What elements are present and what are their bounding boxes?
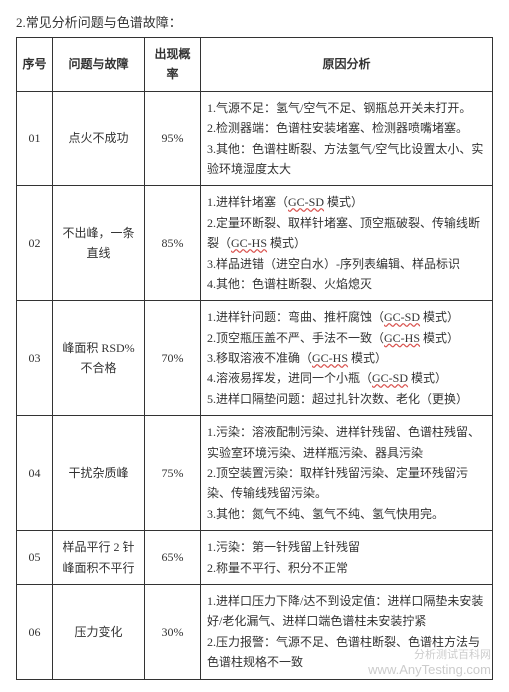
- cell-analysis: 1.进样针问题：弯曲、推杆腐蚀（GC-SD 模式）2.顶空瓶压盖不严、手法不一致…: [201, 301, 493, 416]
- cell-probability: 65%: [145, 531, 201, 585]
- cell-seq: 04: [17, 416, 53, 531]
- cell-probability: 30%: [145, 584, 201, 679]
- cell-problem: 不出峰，一条直线: [53, 186, 145, 301]
- cell-problem: 峰面积 RSD%不合格: [53, 301, 145, 416]
- cell-seq: 03: [17, 301, 53, 416]
- table-row: 02不出峰，一条直线85%1.进样针堵塞（GC-SD 模式）2.定量环断裂、取样…: [17, 186, 493, 301]
- cell-seq: 01: [17, 91, 53, 186]
- table-row: 06压力变化30%1.进样口压力下降/达不到设定值：进样口隔垫未安装好/老化漏气…: [17, 584, 493, 679]
- table-row: 01点火不成功95%1.气源不足：氢气/空气不足、钢瓶总开关未打开。2.检测器端…: [17, 91, 493, 186]
- cell-analysis: 1.进样针堵塞（GC-SD 模式）2.定量环断裂、取样针堵塞、顶空瓶破裂、传输线…: [201, 186, 493, 301]
- table-header-row: 序号 问题与故障 出现概率 原因分析: [17, 38, 493, 92]
- cell-probability: 85%: [145, 186, 201, 301]
- header-probability: 出现概率: [145, 38, 201, 92]
- cell-seq: 02: [17, 186, 53, 301]
- table-row: 04干扰杂质峰75%1.污染：溶液配制污染、进样针残留、色谱柱残留、实验室环境污…: [17, 416, 493, 531]
- cell-problem: 点火不成功: [53, 91, 145, 186]
- cell-problem: 干扰杂质峰: [53, 416, 145, 531]
- cell-problem: 压力变化: [53, 584, 145, 679]
- cell-seq: 05: [17, 531, 53, 585]
- header-problem: 问题与故障: [53, 38, 145, 92]
- table-row: 05样品平行 2 针峰面积不平行65%1.污染：第一针残留上针残留2.称量不平行…: [17, 531, 493, 585]
- fault-analysis-table: 序号 问题与故障 出现概率 原因分析 01点火不成功95%1.气源不足：氢气/空…: [16, 37, 493, 680]
- cell-analysis: 1.污染：第一针残留上针残留2.称量不平行、积分不正常: [201, 531, 493, 585]
- cell-analysis: 1.气源不足：氢气/空气不足、钢瓶总开关未打开。2.检测器端：色谱柱安装堵塞、检…: [201, 91, 493, 186]
- cell-probability: 70%: [145, 301, 201, 416]
- header-seq: 序号: [17, 38, 53, 92]
- cell-seq: 06: [17, 584, 53, 679]
- cell-probability: 75%: [145, 416, 201, 531]
- cell-analysis: 1.污染：溶液配制污染、进样针残留、色谱柱残留、实验室环境污染、进样瓶污染、器具…: [201, 416, 493, 531]
- cell-problem: 样品平行 2 针峰面积不平行: [53, 531, 145, 585]
- header-analysis: 原因分析: [201, 38, 493, 92]
- table-row: 03峰面积 RSD%不合格70%1.进样针问题：弯曲、推杆腐蚀（GC-SD 模式…: [17, 301, 493, 416]
- cell-probability: 95%: [145, 91, 201, 186]
- section-title: 2.常见分析问题与色谱故障：: [16, 12, 493, 31]
- cell-analysis: 1.进样口压力下降/达不到设定值：进样口隔垫未安装好/老化漏气、进样口端色谱柱未…: [201, 584, 493, 679]
